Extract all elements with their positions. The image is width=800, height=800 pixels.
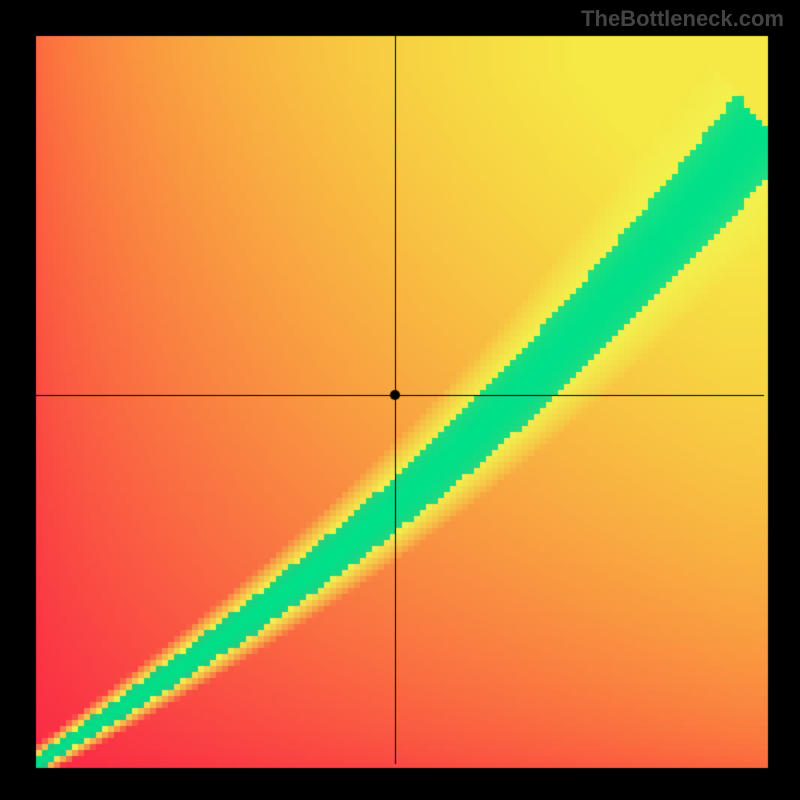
chart-container: TheBottleneck.com — [0, 0, 800, 800]
watermark-text: TheBottleneck.com — [581, 6, 784, 32]
heatmap-canvas — [0, 0, 800, 800]
